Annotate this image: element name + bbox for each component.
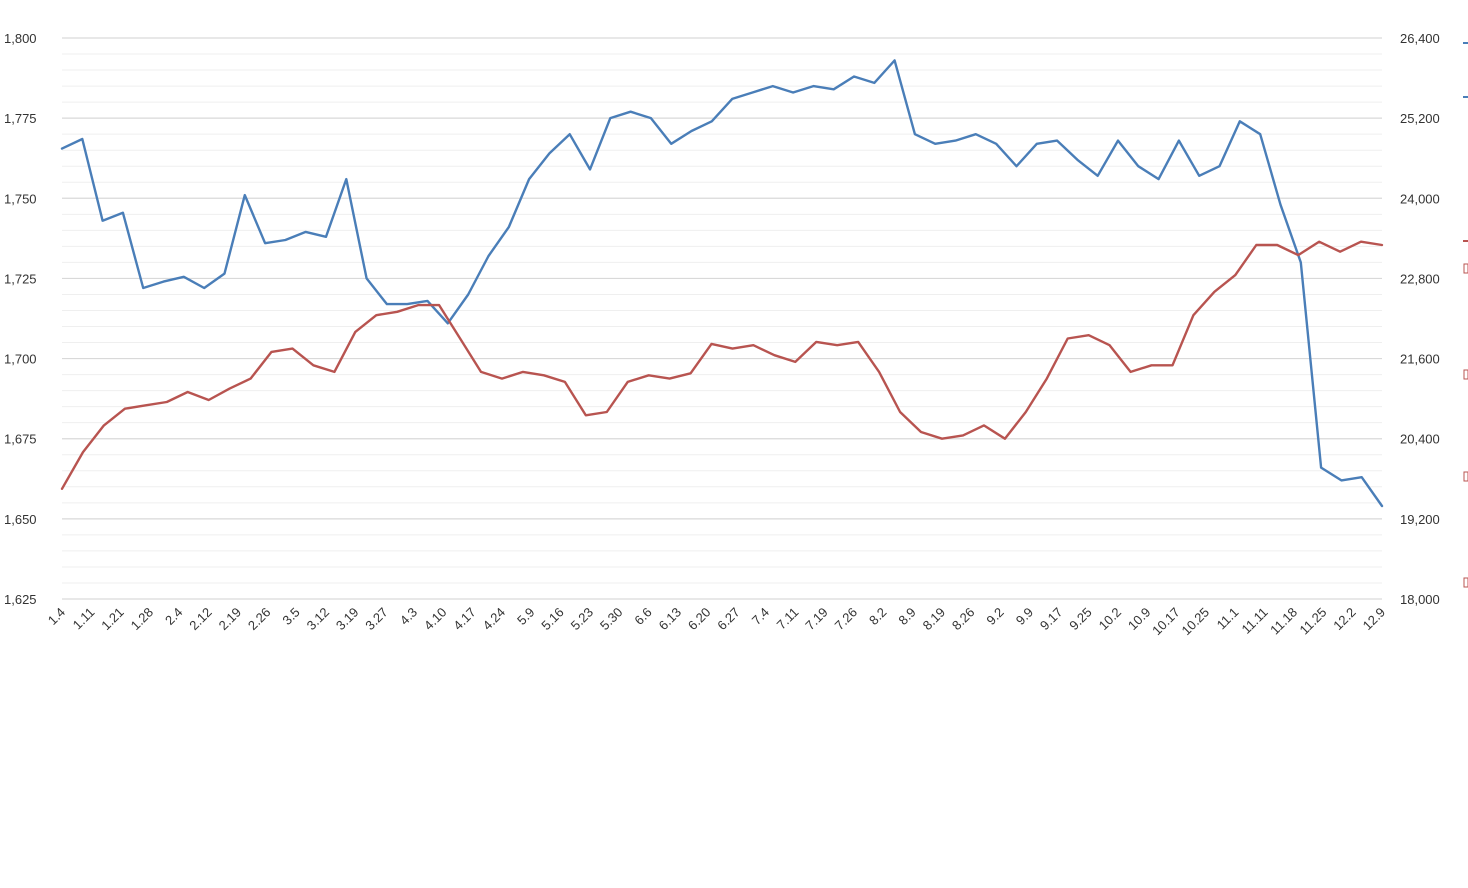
x-tick-label: 9.9 bbox=[1013, 605, 1036, 628]
left-tick-label: 1,725 bbox=[4, 271, 37, 286]
x-tick-label: 3.5 bbox=[279, 605, 302, 628]
x-tick-label: 1.21 bbox=[98, 605, 127, 634]
series-line-left-axis bbox=[60, 59, 1384, 508]
right-tick-label: 19,200 bbox=[1400, 512, 1440, 527]
x-tick-label: 7.26 bbox=[832, 605, 861, 634]
right-axis-ticks: 18,000 19,200 20,400 21,600 22,800 24,000 25,2… bbox=[1400, 31, 1440, 607]
right-tick-label: 26,400 bbox=[1400, 31, 1440, 46]
x-tick-label: 3.27 bbox=[362, 605, 391, 634]
legend-mark-red-5 bbox=[1463, 577, 1468, 588]
x-tick-label: 2.19 bbox=[216, 605, 245, 634]
gridlines bbox=[62, 37, 1382, 600]
right-tick-label: 22,800 bbox=[1400, 271, 1440, 286]
x-tick-label: 7.4 bbox=[749, 605, 772, 628]
left-tick-label: 1,775 bbox=[4, 111, 37, 126]
legend-mark-red-1 bbox=[1463, 240, 1468, 242]
x-tick-label: 5.30 bbox=[597, 605, 626, 634]
left-tick-label: 1,750 bbox=[4, 191, 37, 206]
right-tick-label: 25,200 bbox=[1400, 111, 1440, 126]
x-tick-label: 4.3 bbox=[397, 605, 420, 628]
x-tick-label: 12.2 bbox=[1330, 605, 1359, 634]
x-tick-label: 8.2 bbox=[866, 605, 889, 628]
x-axis-ticks: 1.4 1.11 1.21 1.28 2.4 2.12 2.19 2.26 3.5 3.12 3.1… bbox=[45, 605, 1388, 639]
x-tick-label: 6.6 bbox=[631, 605, 654, 628]
x-tick-label: 1.28 bbox=[128, 605, 157, 634]
legend-marks bbox=[1463, 42, 1468, 588]
x-tick-label: 4.17 bbox=[450, 605, 479, 634]
x-tick-label: 2.26 bbox=[245, 605, 274, 634]
x-tick-label: 9.17 bbox=[1037, 605, 1066, 634]
x-tick-label: 5.16 bbox=[538, 605, 567, 634]
left-axis-ticks: 1,625 1,650 1,675 1,700 1,725 1,750 1,775 1,800 bbox=[4, 31, 37, 607]
left-tick-label: 1,650 bbox=[4, 512, 37, 527]
x-tick-label: 9.25 bbox=[1066, 605, 1095, 634]
x-tick-label: 10.17 bbox=[1149, 605, 1183, 639]
legend-mark-blue-2 bbox=[1463, 96, 1468, 98]
x-tick-label: 3.19 bbox=[333, 605, 362, 634]
left-tick-label: 1,800 bbox=[4, 31, 37, 46]
x-tick-label: 4.24 bbox=[480, 605, 509, 634]
x-tick-label: 10.2 bbox=[1096, 605, 1125, 634]
x-tick-label: 6.20 bbox=[685, 605, 714, 634]
x-tick-label: 11.25 bbox=[1297, 605, 1330, 638]
x-tick-label: 12.9 bbox=[1360, 605, 1389, 634]
x-tick-label: 1.4 bbox=[45, 605, 68, 628]
x-tick-label: 11.18 bbox=[1267, 605, 1300, 638]
legend-mark-red-4 bbox=[1463, 471, 1468, 482]
right-tick-label: 18,000 bbox=[1400, 592, 1440, 607]
x-tick-label: 8.9 bbox=[895, 605, 918, 628]
x-tick-label: 6.13 bbox=[656, 605, 685, 634]
x-tick-label: 1.11 bbox=[70, 605, 98, 633]
x-tick-label: 11.11 bbox=[1239, 605, 1271, 637]
x-tick-label: 7.11 bbox=[774, 605, 802, 633]
x-tick-label: 2.12 bbox=[186, 605, 215, 634]
x-tick-label: 8.26 bbox=[949, 605, 978, 634]
series-line-right-axis bbox=[60, 240, 1384, 490]
x-tick-label: 11.1 bbox=[1214, 605, 1242, 633]
x-tick-label: 7.19 bbox=[802, 605, 831, 634]
left-tick-label: 1,700 bbox=[4, 352, 37, 367]
right-tick-label: 20,400 bbox=[1400, 432, 1440, 447]
left-tick-label: 1,625 bbox=[4, 592, 37, 607]
legend-mark-blue-1 bbox=[1463, 42, 1468, 44]
series-lines bbox=[60, 59, 1384, 508]
x-tick-label: 8.19 bbox=[920, 605, 949, 634]
x-tick-label: 5.23 bbox=[568, 605, 597, 634]
legend-mark-red-3 bbox=[1463, 369, 1468, 380]
right-tick-label: 21,600 bbox=[1400, 352, 1440, 367]
x-tick-label: 3.12 bbox=[304, 605, 333, 634]
x-tick-label: 10.25 bbox=[1179, 605, 1213, 639]
x-tick-label: 9.2 bbox=[983, 605, 1006, 628]
right-tick-label: 24,000 bbox=[1400, 191, 1440, 206]
x-tick-label: 4.10 bbox=[421, 605, 450, 634]
x-tick-label: 2.4 bbox=[162, 605, 185, 628]
x-tick-label: 5.9 bbox=[514, 605, 537, 628]
left-tick-label: 1,675 bbox=[4, 432, 37, 447]
legend-mark-red-2 bbox=[1463, 263, 1468, 274]
x-tick-label: 6.27 bbox=[714, 605, 743, 634]
